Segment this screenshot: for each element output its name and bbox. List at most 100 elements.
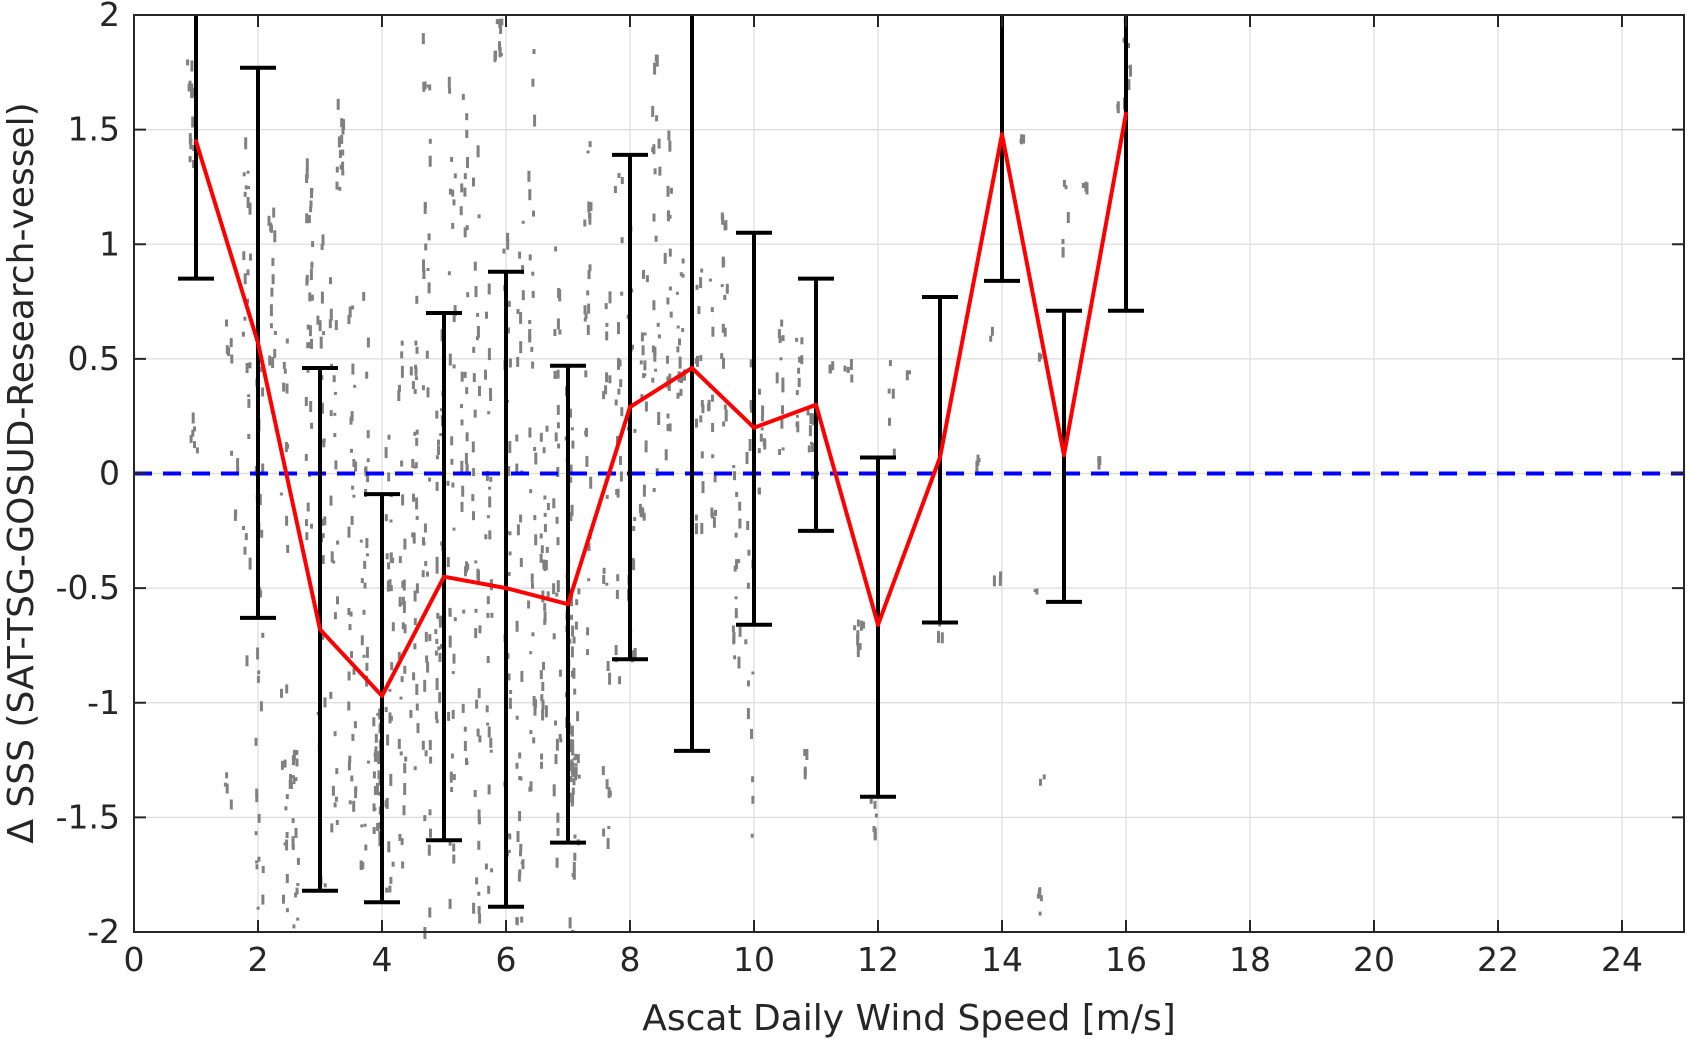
scatter-point xyxy=(696,355,699,367)
scatter-point xyxy=(387,472,391,482)
scatter-point xyxy=(450,436,454,446)
mean-point xyxy=(380,693,384,698)
scatter-point xyxy=(401,596,405,603)
scatter-point xyxy=(651,345,655,353)
scatter-point xyxy=(750,833,754,838)
scatter-point xyxy=(412,532,416,544)
scatter-point xyxy=(389,773,393,786)
scatter-point xyxy=(745,452,749,464)
scatter-point xyxy=(333,412,337,416)
scatter-point xyxy=(1062,179,1066,187)
scatter-point xyxy=(644,440,648,453)
scatter-point xyxy=(267,215,271,226)
scatter-point xyxy=(531,290,535,298)
mean-point xyxy=(256,340,260,345)
scatter-point xyxy=(568,739,572,746)
scatter-point xyxy=(748,439,752,451)
scatter-point xyxy=(553,371,557,379)
scatter-point xyxy=(472,511,475,521)
scatter-point xyxy=(305,519,308,527)
scatter-point xyxy=(471,441,475,453)
scatter-point xyxy=(583,317,587,322)
scatter-point xyxy=(422,541,426,546)
scatter-point xyxy=(415,515,419,520)
scatter-point xyxy=(533,114,537,127)
scatter-point xyxy=(749,359,753,368)
scatter-point xyxy=(543,512,547,517)
scatter-point xyxy=(342,119,346,131)
scatter-point xyxy=(681,328,685,333)
scatter-point xyxy=(586,290,590,296)
scatter-point xyxy=(738,518,742,529)
scatter-point xyxy=(487,885,491,894)
scatter-point xyxy=(570,504,574,516)
scatter-point xyxy=(489,395,493,401)
scatter-point xyxy=(362,654,366,658)
scatter-point xyxy=(556,537,560,546)
scatter-point xyxy=(658,166,662,176)
scatter-point xyxy=(475,699,479,709)
scatter-point xyxy=(387,562,391,570)
scatter-point xyxy=(676,392,680,399)
scatter-point xyxy=(478,386,481,396)
scatter-point xyxy=(423,679,427,692)
scatter-point xyxy=(190,60,194,72)
scatter-point xyxy=(271,274,275,285)
scatter-point xyxy=(256,906,260,910)
scatter-point xyxy=(225,319,228,327)
scatter-point xyxy=(760,415,764,422)
scatter-point xyxy=(616,574,620,582)
scatter-point xyxy=(460,371,464,382)
scatter-point xyxy=(584,312,588,319)
scatter-point xyxy=(330,551,334,563)
scatter-point xyxy=(723,327,727,337)
scatter-point xyxy=(732,631,736,643)
x-tick-label: 14 xyxy=(981,940,1023,979)
scatter-point xyxy=(532,210,535,217)
scatter-point xyxy=(618,359,622,367)
scatter-point xyxy=(570,670,574,677)
scatter-point xyxy=(323,516,327,526)
scatter-point xyxy=(461,703,465,713)
scatter-point xyxy=(738,501,742,511)
scatter-point xyxy=(435,556,439,566)
scatter-point xyxy=(485,470,489,481)
scatter-point xyxy=(700,268,704,273)
scatter-point xyxy=(759,433,763,442)
scatter-point xyxy=(614,399,618,406)
scatter-point xyxy=(583,219,587,227)
scatter-point xyxy=(532,737,536,744)
scatter-point xyxy=(507,327,510,334)
scatter-point xyxy=(712,516,716,528)
mean-point xyxy=(938,455,942,460)
scatter-point xyxy=(385,797,389,809)
scatter-point xyxy=(400,676,404,683)
scatter-point xyxy=(585,427,588,437)
scatter-point xyxy=(261,866,265,873)
scatter-point xyxy=(245,363,249,373)
scatter-point xyxy=(723,294,727,300)
scatter-point xyxy=(440,541,444,546)
scatter-point xyxy=(521,220,525,224)
scatter-point xyxy=(499,25,503,34)
scatter-point xyxy=(556,369,560,379)
scatter-point xyxy=(428,740,432,750)
scatter-point xyxy=(400,340,404,346)
scatter-point xyxy=(605,582,609,586)
scatter-point xyxy=(366,553,369,557)
scatter-point xyxy=(633,428,637,433)
scatter-point xyxy=(850,374,854,383)
scatter-point xyxy=(507,572,511,576)
scatter-point xyxy=(258,494,262,506)
scatter-point xyxy=(398,596,402,607)
scatter-point xyxy=(247,434,251,439)
scatter-point xyxy=(473,790,477,797)
scatter-point xyxy=(323,697,327,708)
scatter-point xyxy=(803,749,807,756)
scatter-point xyxy=(620,237,624,244)
scatter-point xyxy=(725,283,729,294)
y-tick-label: -0.5 xyxy=(56,568,120,607)
scatter-point xyxy=(519,311,523,324)
scatter-point xyxy=(557,443,561,449)
scatter-point xyxy=(336,596,339,605)
